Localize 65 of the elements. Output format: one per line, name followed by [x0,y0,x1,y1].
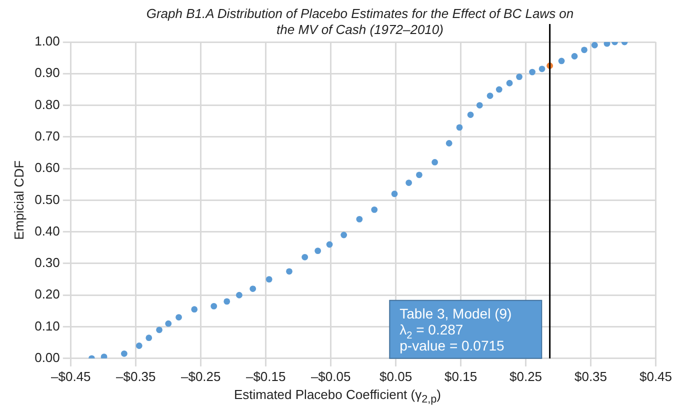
point [467,112,474,118]
point [210,302,218,310]
point [286,268,292,275]
point [604,42,610,47]
point [302,254,308,260]
y-tick-label: 0.80 [34,96,60,112]
point [506,80,513,86]
x-tick-label: $0.35 [574,368,608,384]
point [591,42,598,48]
point [406,180,412,186]
y-tick-label: 0.00 [34,350,60,365]
point [558,58,565,64]
point [391,190,398,198]
point [476,102,483,108]
x-tick-label: –$0.25 [180,368,221,384]
point [266,276,272,282]
point [120,350,128,357]
annotation: p-value = 0.0715 [400,337,505,354]
y-tick-label: 0.20 [34,286,60,302]
x-tick-label: –$0.35 [116,368,156,384]
point [176,314,182,320]
y-tick-label: 0.70 [34,128,60,144]
y-tick-label: 0.60 [34,160,60,176]
point [326,241,333,248]
y-tick-label: 0.10 [34,318,60,334]
point [486,92,494,99]
point [371,206,378,213]
point [340,232,348,238]
point [432,159,438,166]
point [356,216,363,222]
point [156,326,162,334]
point [571,53,578,60]
point [581,46,588,54]
x-tick-label: $0.45 [639,368,672,384]
x-tick-label: $0.15 [444,368,478,384]
y-tick-label: 0.40 [34,223,60,238]
x-tick-label: –$0.15 [246,368,286,384]
point [496,86,502,93]
point [416,172,422,178]
x-axis-title: Estimated Placebo Coefficient (γ$_{2,p}$) [232,387,442,406]
point [516,74,522,80]
y-tick-label: 0.30 [34,255,60,270]
chart-title: Graph B1.A Distribution of Placebo Estimates for the Effect of BC Laws on the MV of Cash (1972–2010) [145,6,575,38]
point [100,354,108,358]
point [250,286,256,292]
point [538,66,546,72]
point [314,248,322,254]
point [224,298,230,305]
annotation: Table 3, Model (9) [400,305,512,322]
y-tick-label: 0.50 [34,192,60,207]
point [146,334,152,342]
y-tick-label: 1.00 [34,34,60,49]
y-tick-label: 0.90 [34,65,60,80]
point [136,342,142,349]
x-tick-label: –$0.45 [51,368,91,384]
point [456,124,463,131]
point [236,292,242,298]
point [529,68,536,76]
point [165,320,172,327]
point [191,306,198,313]
point [446,140,452,146]
x-tick-label: $0.05 [380,368,412,384]
y-axis-title: Empicial CDF [11,160,26,240]
x-tick-label: –$0.05 [310,368,351,384]
x-tick-label: $0.25 [510,368,542,384]
